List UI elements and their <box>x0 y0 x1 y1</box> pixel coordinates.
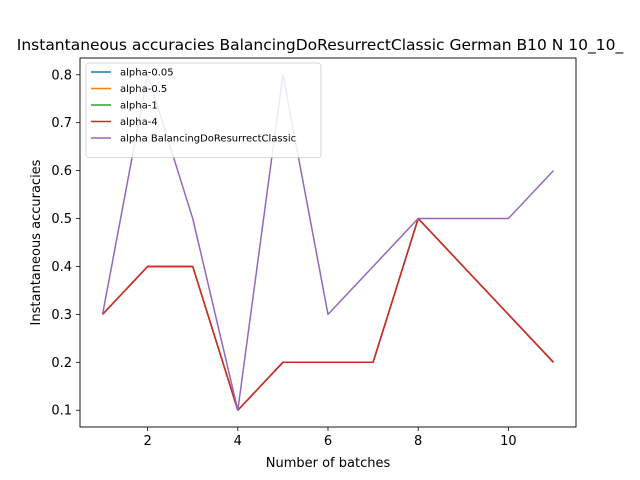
y-tick-label: 0.6 <box>51 164 72 179</box>
series-line-3 <box>102 217 554 411</box>
y-tick-label: 0.7 <box>51 116 72 131</box>
legend-label: alpha-1 <box>120 101 158 112</box>
x-tick-label: 4 <box>234 434 242 449</box>
x-tick-label: 2 <box>143 434 151 449</box>
legend: alpha-0.05 alpha-0.5 alpha-1 alpha-4 alpha B… <box>85 62 322 158</box>
y-tick-label: 0.4 <box>51 260 72 275</box>
x-tick-label: 8 <box>414 434 422 449</box>
legend-label: alpha-0.05 <box>120 68 174 79</box>
y-tick-label: 0.2 <box>51 356 72 371</box>
series-layer <box>101 74 554 411</box>
y-tick-label: 0.1 <box>51 404 72 419</box>
legend-label: alpha-0.5 <box>120 84 167 95</box>
y-axis-label: Instantaneous accuracies <box>29 159 44 325</box>
chart-title: Instantaneous accuracies BalancingDoResu… <box>17 36 624 55</box>
x-axis-label: Number of batches <box>266 456 391 471</box>
legend-label: alpha BalancingDoResurrectClassic <box>120 134 296 145</box>
x-tick-label: 6 <box>324 434 332 449</box>
x-tick-label: 10 <box>500 434 517 449</box>
y-tick-label: 0.8 <box>51 68 72 83</box>
y-axis: 0.1 0.2 0.3 0.4 0.5 0.6 0.7 0.8 <box>51 68 80 419</box>
legend-frame <box>85 62 322 158</box>
y-tick-label: 0.3 <box>51 308 72 323</box>
legend-label: alpha-4 <box>120 117 158 128</box>
y-tick-label: 0.5 <box>51 212 72 227</box>
series-line-4 <box>101 74 554 411</box>
x-axis: 2 4 6 8 10 <box>143 427 517 449</box>
